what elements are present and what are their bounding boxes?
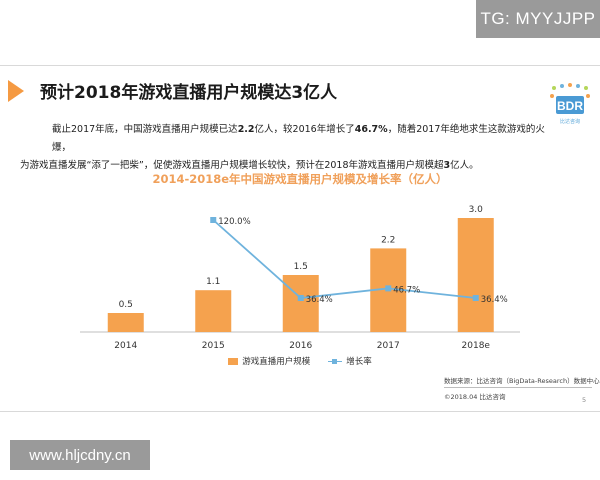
growth-value-label: 120.0%: [218, 217, 250, 227]
x-tick-label: 2014: [114, 341, 137, 351]
slide-title: 预计2018年游戏直播用户规模达3亿人: [40, 83, 338, 103]
logo-dot: [560, 84, 564, 88]
desc-value: 46.7%: [354, 124, 388, 135]
legend-line-swatch: [328, 358, 343, 365]
slide-frame: [0, 65, 600, 412]
growth-value-label: 36.4%: [306, 295, 333, 305]
logo-dot: [584, 86, 588, 90]
data-source: 数据来源：比达咨询（BigData-Research）数据中心: [444, 377, 600, 385]
desc-text: ，随着2017年绝地求生这款游戏的火爆，: [52, 124, 545, 153]
x-tick-label: 2015: [202, 341, 225, 351]
legend-label: 游戏直播用户规模: [242, 357, 311, 367]
x-tick-label: 2018e: [462, 341, 491, 351]
x-tick-label: 2017: [377, 341, 400, 351]
watermark-top: TG: MYYJJPP: [476, 0, 600, 38]
bar: [457, 218, 494, 332]
logo-dot: [586, 94, 590, 98]
bar-value-label: 1.5: [294, 262, 308, 272]
bar-value-label: 1.1: [206, 277, 220, 287]
bar: [107, 313, 144, 332]
chart-title: 2014-2018e年中国游戏直播用户规模及增长率（亿人）: [152, 172, 448, 186]
desc-text: 亿人，较2016年增长了: [254, 124, 355, 135]
page-number: 5: [582, 396, 587, 404]
desc-value: 3: [443, 160, 451, 171]
bdr-logo: BDR: [550, 83, 590, 114]
growth-value-label: 46.7%: [393, 285, 420, 295]
logo-dot: [552, 86, 556, 90]
legend-item-growth: 增长率: [328, 355, 372, 367]
logo-dot: [568, 83, 572, 87]
copyright: ©2018.04 比达咨询: [444, 393, 506, 401]
slide-description: 截止2017年底，中国游戏直播用户规模已达2.2亿人，较2016年增长了46.7…: [20, 121, 552, 175]
bar: [282, 275, 319, 332]
logo-subtext: 比达咨询: [559, 119, 580, 125]
growth-point: [210, 217, 217, 223]
growth-point: [385, 285, 392, 292]
legend-item-scale: 游戏直播用户规模: [228, 355, 310, 367]
desc-text: 截止2017年底，中国游戏直播用户规模已达: [52, 124, 238, 135]
logo-badge: [556, 96, 584, 114]
logo-text: BDR: [557, 99, 583, 113]
growth-point: [297, 295, 304, 301]
growth-line: [212, 219, 476, 299]
title-arrow-icon: [8, 80, 24, 102]
footer-divider: [444, 387, 592, 388]
logo-dot: [550, 94, 554, 98]
logo-dot: [576, 84, 580, 88]
desc-text: 亿人。: [450, 160, 479, 171]
watermark-bottom: www.hljcdny.cn: [10, 440, 150, 470]
desc-text: 为游戏直播发展“添了一把柴”，促使游戏直播用户规模增长较快，预计在2018年游戏…: [20, 160, 444, 171]
bar-value-label: 3.0: [469, 205, 484, 215]
bar-value-label: 0.5: [119, 300, 133, 310]
x-tick-label: 2016: [289, 341, 312, 351]
chart-legend: 游戏直播用户规模 增长率: [0, 355, 600, 367]
bar: [195, 290, 232, 332]
desc-line-2: 为游戏直播发展“添了一把柴”，促使游戏直播用户规模增长较快，预计在2018年游戏…: [20, 157, 552, 175]
desc-value: 2.2: [237, 124, 255, 135]
legend-bar-swatch: [228, 357, 239, 365]
legend-label: 增长率: [346, 357, 372, 367]
growth-point: [472, 295, 479, 301]
bar-value-label: 2.2: [381, 235, 395, 245]
growth-value-label: 36.4%: [481, 295, 508, 305]
